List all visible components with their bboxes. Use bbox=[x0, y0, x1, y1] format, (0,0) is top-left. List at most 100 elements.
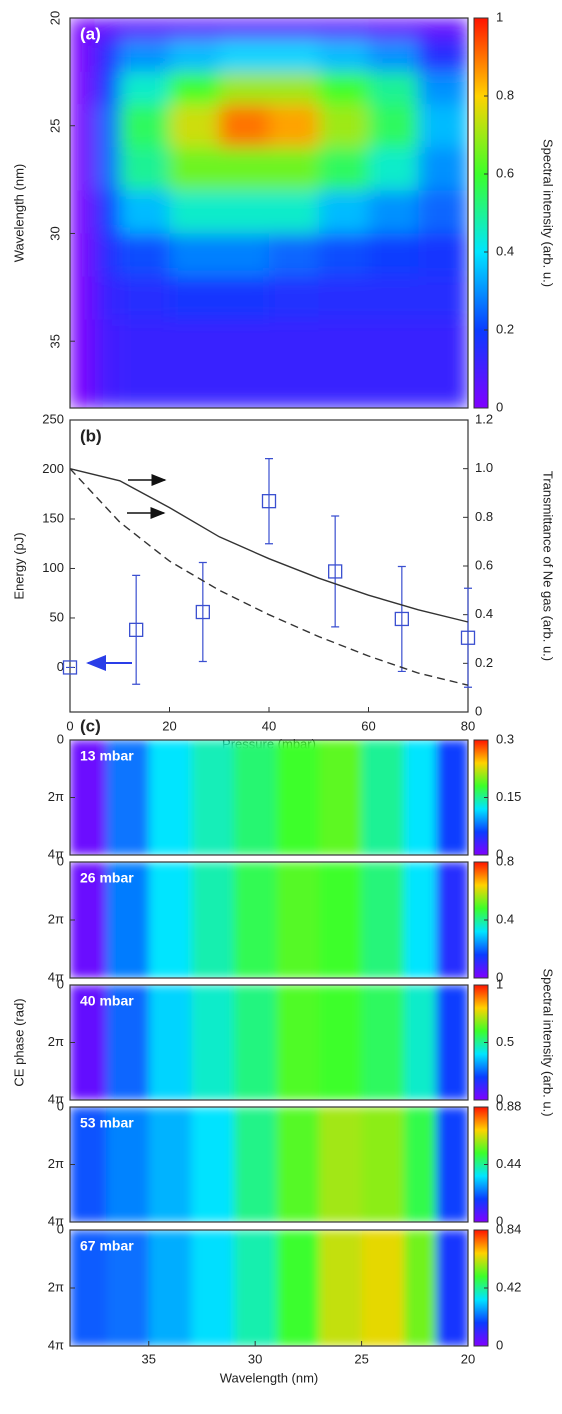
y2-tick-label: 0.4 bbox=[475, 606, 493, 621]
heat-cell bbox=[94, 319, 121, 408]
colorbar-tick-label: 0.6 bbox=[496, 165, 514, 180]
y-tick-label: 35 bbox=[47, 334, 62, 348]
heat-cell bbox=[119, 233, 170, 278]
heat-cell bbox=[318, 147, 369, 191]
heat-stripe bbox=[361, 1107, 405, 1222]
heat-cell bbox=[318, 233, 369, 278]
marker bbox=[62, 660, 78, 675]
panel-label: 26 mbar bbox=[80, 870, 134, 886]
y-tick-label: 150 bbox=[42, 510, 64, 525]
colorbar-tick-label: 0 bbox=[496, 846, 503, 861]
heat-cell bbox=[169, 104, 220, 148]
heat-cell bbox=[318, 104, 369, 148]
heat-cell bbox=[70, 276, 96, 321]
heat-stripe bbox=[361, 740, 405, 855]
heat-cell bbox=[219, 147, 270, 191]
heatmap-cells bbox=[70, 1230, 468, 1346]
heat-cell bbox=[318, 276, 369, 321]
y-tick-label: 200 bbox=[42, 461, 64, 476]
colorbar-tick-label: 0.8 bbox=[496, 87, 514, 102]
x-tick-label: 20 bbox=[461, 1351, 475, 1366]
colorbar-tick-label: 0.8 bbox=[496, 853, 514, 868]
y-tick-label: 4π bbox=[48, 1213, 64, 1228]
heat-stripe bbox=[70, 740, 107, 855]
heat-stripe bbox=[70, 1230, 107, 1346]
heat-stripe bbox=[233, 985, 277, 1100]
heat-cell bbox=[219, 190, 270, 234]
heat-stripe bbox=[361, 862, 405, 978]
y-tick-label: 20 bbox=[47, 11, 62, 25]
heat-stripe bbox=[148, 1230, 192, 1346]
colorbar-tick-label: 0 bbox=[496, 1337, 503, 1352]
heat-cell bbox=[418, 147, 468, 191]
x-tick-label: 35 bbox=[142, 1351, 156, 1366]
heat-cell bbox=[318, 319, 369, 408]
panel-label: (a) bbox=[80, 24, 101, 43]
colorbar-tick-label: 0 bbox=[496, 969, 503, 984]
colorbar-tick-label: 0 bbox=[496, 1091, 503, 1106]
colorbar-tick-label: 0 bbox=[496, 1213, 503, 1228]
heat-cell bbox=[418, 190, 468, 234]
heat-stripe bbox=[319, 985, 363, 1100]
heat-cell bbox=[119, 39, 170, 73]
y-tick-label: 0 bbox=[57, 659, 64, 674]
y-axis-label: Wavelength (nm) bbox=[11, 164, 26, 263]
error-bar bbox=[198, 561, 207, 663]
heat-stripe bbox=[148, 862, 192, 978]
heat-stripe bbox=[436, 1107, 468, 1222]
heat-cell bbox=[119, 18, 170, 41]
colorbar-label: Spectral intensity (arb. u.) bbox=[541, 968, 556, 1116]
heat-stripe bbox=[70, 1107, 107, 1222]
heat-stripe bbox=[191, 1230, 235, 1346]
y-tick-label: 30 bbox=[47, 226, 62, 240]
heat-cell bbox=[418, 276, 468, 321]
panel-label: 40 mbar bbox=[80, 993, 134, 1009]
heat-cell bbox=[418, 319, 468, 408]
heat-cell bbox=[94, 147, 121, 191]
y-axis-label: CE phase (rad) bbox=[11, 998, 26, 1086]
marker bbox=[129, 622, 144, 637]
heat-cell bbox=[219, 18, 270, 41]
heatmap-cells bbox=[70, 862, 468, 978]
heat-cell bbox=[94, 233, 121, 278]
heat-stripe bbox=[106, 862, 150, 978]
y-tick-label: 4π bbox=[48, 1091, 64, 1106]
heatmap-cells bbox=[70, 985, 468, 1100]
heat-cell bbox=[219, 71, 270, 105]
y2-tick-label: 1.2 bbox=[475, 411, 493, 426]
x-tick-label: 60 bbox=[361, 718, 375, 733]
heat-cell bbox=[269, 71, 320, 105]
heat-stripe bbox=[233, 1230, 277, 1346]
y2-tick-label: 0.6 bbox=[475, 557, 493, 572]
heat-cell bbox=[368, 147, 419, 191]
marker bbox=[394, 611, 409, 627]
y-tick-label: 0 bbox=[57, 731, 64, 746]
y-tick-label: 2π bbox=[48, 1156, 64, 1171]
x-tick-label: 40 bbox=[262, 718, 276, 733]
heat-stripe bbox=[106, 1230, 150, 1346]
heat-cell bbox=[269, 39, 320, 73]
heat-stripe bbox=[319, 1230, 363, 1346]
panel-label: (b) bbox=[80, 426, 102, 445]
heat-cell bbox=[318, 190, 369, 234]
heat-stripe bbox=[191, 985, 235, 1100]
heat-cell bbox=[119, 276, 170, 321]
x-tick-label: 30 bbox=[248, 1351, 262, 1366]
heat-stripe bbox=[404, 740, 437, 855]
y-tick-label: 2π bbox=[48, 1034, 64, 1049]
heat-cell bbox=[70, 18, 96, 41]
heat-cell bbox=[70, 190, 96, 234]
heat-stripe bbox=[233, 862, 277, 978]
heatmap bbox=[70, 1230, 468, 1346]
y2-tick-label: 0 bbox=[475, 703, 482, 718]
colorbar-tick-label: 0.15 bbox=[496, 789, 521, 804]
heat-stripe bbox=[436, 740, 468, 855]
heat-cell bbox=[418, 71, 468, 105]
heat-cell bbox=[269, 18, 320, 41]
heat-cell bbox=[169, 18, 220, 41]
heat-stripe bbox=[148, 985, 192, 1100]
y-tick-label: 4π bbox=[48, 846, 64, 861]
heat-cell bbox=[269, 190, 320, 234]
heat-cell bbox=[219, 104, 270, 148]
